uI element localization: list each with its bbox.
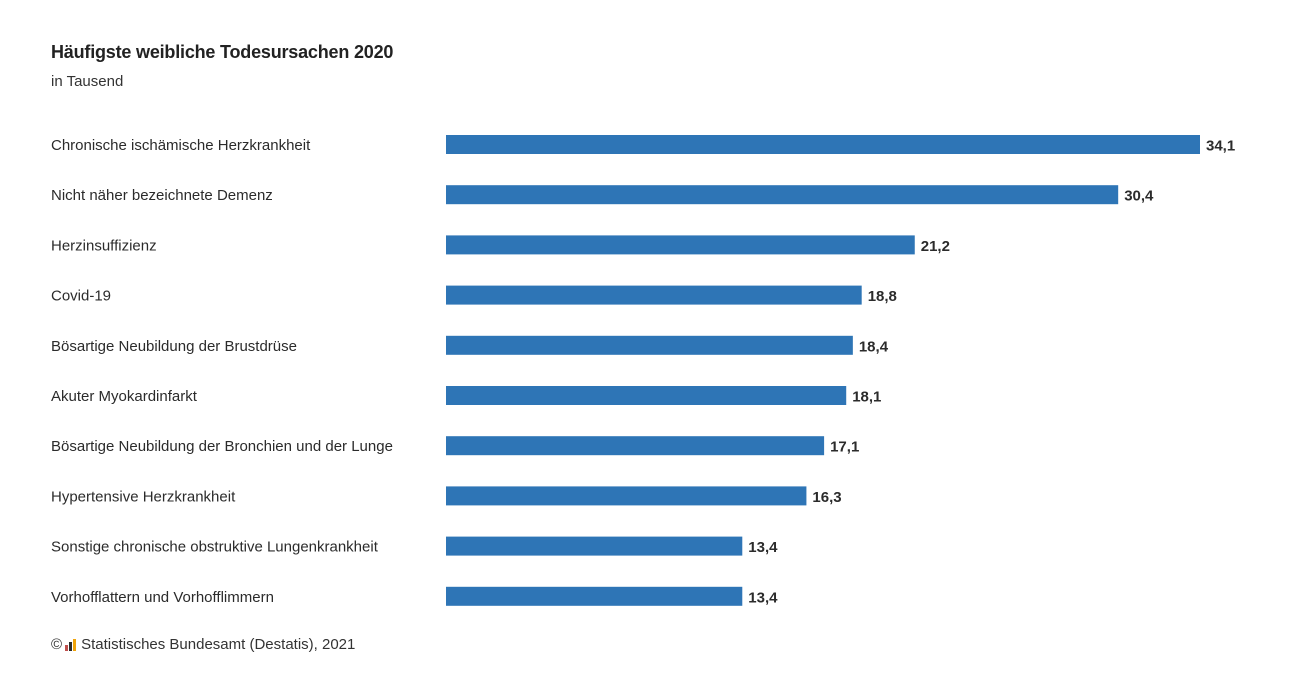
value-label: 17,1	[830, 439, 859, 456]
value-label: 16,3	[812, 489, 841, 506]
value-label: 18,1	[852, 389, 881, 406]
logo-bar-3	[73, 638, 77, 651]
bar	[446, 235, 915, 255]
chart-subtitle: in Tausend	[51, 73, 124, 90]
category-label: Covid-19	[51, 288, 111, 305]
logo-bar-2	[69, 641, 73, 651]
category-label: Bösartige Neubildung der Brustdrüse	[51, 338, 297, 355]
bar	[446, 436, 825, 456]
category-label: Vorhofflattern und Vorhofflimmern	[51, 589, 274, 606]
chart-title: Häufigste weibliche Todesursachen 2020	[51, 42, 394, 62]
source-text: Statistisches Bundesamt (Destatis), 2021	[81, 636, 356, 653]
value-label: 18,8	[868, 288, 897, 305]
bar	[446, 135, 1200, 154]
category-label: Hypertensive Herzkrankheit	[51, 488, 236, 505]
value-label: 30,4	[1124, 188, 1154, 205]
value-label: 18,4	[859, 338, 889, 355]
value-label: 21,2	[921, 238, 950, 255]
category-label: Nicht näher bezeichnete Demenz	[51, 187, 273, 204]
copyright-symbol: ©	[51, 636, 63, 653]
logo-bar-1	[65, 644, 69, 651]
value-label: 34,1	[1206, 138, 1235, 155]
bar	[446, 536, 743, 556]
category-label: Sonstige chronische obstruktive Lungenkr…	[51, 539, 379, 556]
bar	[446, 185, 1119, 205]
bar	[446, 486, 807, 506]
bar	[446, 386, 847, 405]
value-label: 13,4	[748, 589, 778, 606]
bar	[446, 285, 862, 305]
category-label: Chronische ischämische Herzkrankheit	[51, 137, 311, 154]
bar	[446, 586, 743, 606]
category-label: Herzinsuffizienz	[51, 237, 157, 254]
category-label: Akuter Myokardinfarkt	[51, 388, 198, 405]
source-credit: © Statistisches Bundesamt (Destatis), 20…	[51, 636, 355, 653]
bar	[446, 335, 853, 355]
destatis-logo-icon	[65, 638, 77, 651]
category-label: Bösartige Neubildung der Bronchien und d…	[51, 438, 393, 455]
value-label: 13,4	[748, 539, 778, 556]
